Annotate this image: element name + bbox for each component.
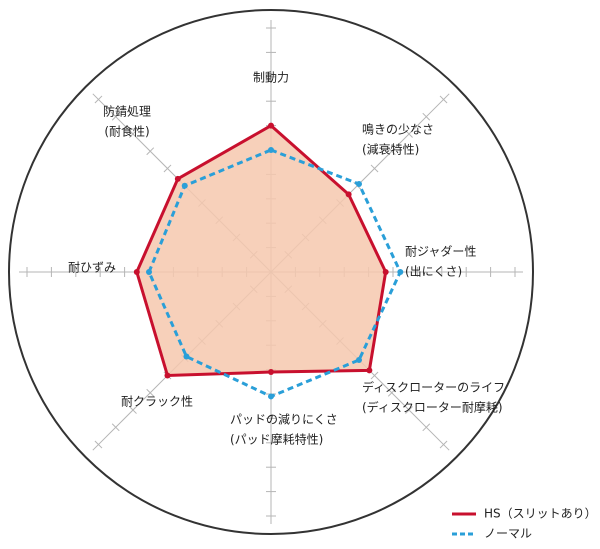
category-label: 耐ジャダー性: [405, 244, 476, 259]
data-point: [268, 369, 274, 376]
category-label: (パッド摩耗特性): [230, 432, 323, 447]
data-point: [397, 269, 404, 275]
category-label: パッドの減りにくさ: [230, 412, 338, 427]
category-label: (ディスクローター耐摩耗): [362, 400, 503, 415]
tick-mark: [111, 112, 120, 121]
data-point: [183, 353, 190, 360]
category-label: 防錆処理: [103, 104, 151, 119]
data-point: [268, 122, 274, 129]
category-label: ディスクローターのライフ: [362, 380, 505, 395]
data-point: [164, 372, 171, 379]
data-point: [146, 269, 152, 275]
category-label: (出にくさ): [405, 265, 462, 279]
data-point: [181, 182, 188, 189]
data-point: [355, 356, 362, 363]
data-point: [268, 393, 274, 400]
data-point: [382, 269, 389, 275]
category-label: (耐食性): [104, 124, 149, 139]
tick-mark: [439, 95, 448, 104]
tick-mark: [405, 130, 413, 138]
outer-ring: [8, 9, 534, 535]
tick-mark: [387, 388, 396, 397]
legend-label: HS（スリットあり）: [484, 507, 597, 521]
tick-mark: [439, 440, 448, 449]
data-point: [133, 269, 140, 275]
tick-mark: [129, 130, 137, 138]
tick-mark: [422, 112, 431, 121]
tick-mark: [146, 388, 155, 397]
data-point: [366, 367, 373, 374]
category-label: 耐クラック性: [121, 395, 193, 409]
tick-mark: [422, 423, 431, 432]
data-point: [355, 181, 362, 188]
tick-mark: [405, 406, 413, 414]
tick-mark: [111, 423, 120, 432]
category-label: (減衰特性): [362, 142, 419, 157]
data-point: [174, 175, 181, 182]
tick-mark: [129, 406, 137, 414]
category-label: 制動力: [253, 71, 289, 85]
category-label: 鳴きの少なさ: [362, 123, 434, 137]
tick-mark: [163, 164, 172, 173]
tick-mark: [94, 95, 103, 104]
tick-mark: [370, 164, 379, 173]
legend-label: ノーマル: [484, 527, 532, 541]
data-point: [268, 147, 274, 153]
tick-mark: [94, 440, 103, 449]
tick-mark: [370, 371, 379, 380]
category-label: 耐ひずみ: [68, 261, 116, 275]
data-point: [345, 191, 352, 198]
tick-mark: [146, 147, 155, 156]
tick-mark: [387, 147, 396, 156]
series-area: [135, 123, 388, 378]
